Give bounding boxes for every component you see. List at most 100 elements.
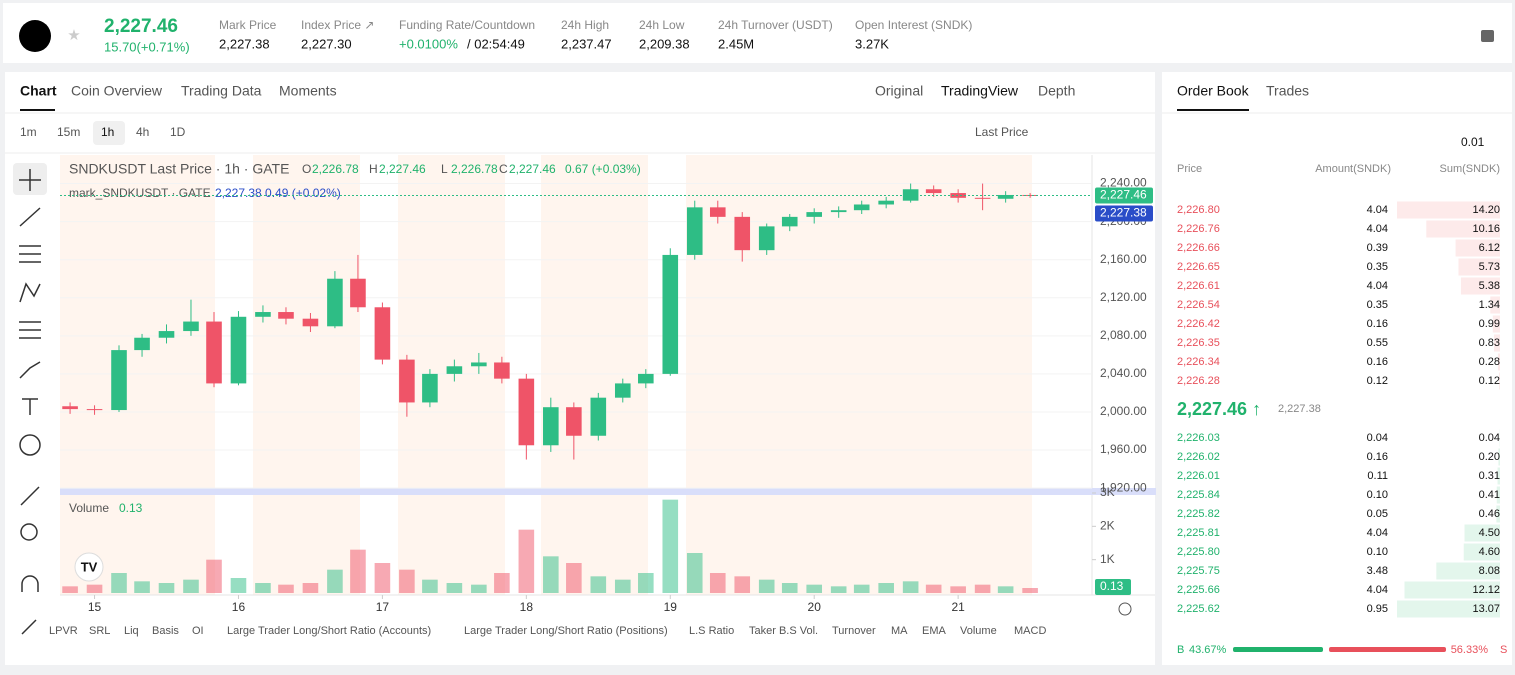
- session-band: [60, 155, 215, 595]
- candle-body: [471, 362, 487, 366]
- indicator-tab[interactable]: Large Trader Long/Short Ratio (Accounts): [227, 625, 431, 637]
- tab[interactable]: Coin Overview: [71, 83, 163, 99]
- book-tab[interactable]: Trades: [1266, 83, 1309, 99]
- buy-ratio: 43.67%: [1189, 644, 1227, 656]
- volume-label: Volume: [69, 501, 109, 515]
- book-price[interactable]: 2,226.65: [1177, 261, 1220, 273]
- book-price[interactable]: 2,226.61: [1177, 280, 1220, 292]
- tab[interactable]: Moments: [279, 83, 337, 99]
- indicator-tab[interactable]: Volume: [960, 625, 997, 637]
- legend-change: 0.67 (+0.03%): [565, 162, 641, 176]
- volume-bar: [159, 583, 175, 593]
- book-amount: 0.35: [1367, 299, 1388, 311]
- interval[interactable]: 1D: [170, 125, 186, 139]
- view-tab[interactable]: Original: [875, 83, 923, 99]
- volume-bar: [950, 586, 966, 593]
- interval[interactable]: 1h: [101, 125, 114, 139]
- book-amount: 4.04: [1367, 584, 1388, 596]
- book-price[interactable]: 2,225.81: [1177, 527, 1220, 539]
- volume-bar: [350, 550, 366, 593]
- book-price[interactable]: 2,226.42: [1177, 318, 1220, 330]
- book-price[interactable]: 2,226.01: [1177, 470, 1220, 482]
- interval[interactable]: 4h: [136, 125, 149, 139]
- book-price[interactable]: 2,226.35: [1177, 337, 1220, 349]
- book-price[interactable]: 2,226.76: [1177, 223, 1220, 235]
- x-tick-label: 21: [951, 600, 965, 614]
- stat-value: +0.0100%: [399, 36, 458, 51]
- book-sum: 1.34: [1479, 299, 1500, 311]
- indicator-tab[interactable]: Large Trader Long/Short Ratio (Positions…: [464, 625, 668, 637]
- candle-body: [327, 279, 343, 327]
- book-sum: 0.20: [1479, 451, 1500, 463]
- book-price[interactable]: 2,226.66: [1177, 242, 1220, 254]
- indicator-tab[interactable]: Taker B.S Vol.: [749, 625, 818, 637]
- book-price[interactable]: 2,225.80: [1177, 546, 1220, 558]
- tab[interactable]: Chart: [20, 83, 57, 99]
- volume-bar: [471, 585, 487, 593]
- indicator-tab[interactable]: OI: [192, 625, 204, 637]
- volume-bar: [687, 553, 703, 593]
- indicator-tab[interactable]: Basis: [152, 625, 179, 637]
- price-type-select[interactable]: Last Price: [975, 125, 1029, 139]
- ohlc-value: 2,226.78: [451, 162, 498, 176]
- indicator-tab[interactable]: L.S Ratio: [689, 625, 734, 637]
- tab[interactable]: Trading Data: [181, 83, 262, 99]
- indicator-tab[interactable]: SRL: [89, 625, 110, 637]
- book-price[interactable]: 2,225.82: [1177, 508, 1220, 520]
- book-amount: 0.10: [1367, 489, 1388, 501]
- indicator-tab[interactable]: EMA: [922, 625, 947, 637]
- pane-separator[interactable]: [60, 488, 1156, 495]
- indicator-tab[interactable]: LPVR: [49, 625, 78, 637]
- stat-value: 2,209.38: [639, 36, 690, 51]
- candle-body: [399, 360, 415, 403]
- x-tick-label: 19: [664, 600, 678, 614]
- book-price[interactable]: 2,225.66: [1177, 584, 1220, 596]
- book-sum: 0.04: [1479, 432, 1500, 444]
- book-price[interactable]: 2,226.80: [1177, 204, 1220, 216]
- volume-bar: [422, 580, 438, 593]
- volume-bar: [399, 570, 415, 593]
- candle-body: [687, 207, 703, 255]
- book-sum: 0.46: [1479, 508, 1500, 520]
- volume-bar: [615, 580, 631, 593]
- book-sum: 0.28: [1479, 356, 1500, 368]
- stat-value: 2,227.30: [301, 36, 352, 51]
- book-price[interactable]: 2,225.84: [1177, 489, 1220, 501]
- favorite-star[interactable]: ★: [67, 27, 80, 44]
- view-tab[interactable]: TradingView: [941, 83, 1019, 99]
- volume-bar: [975, 585, 991, 593]
- book-price[interactable]: 2,225.62: [1177, 603, 1220, 615]
- indicator-tab[interactable]: MA: [891, 625, 908, 637]
- interval[interactable]: 15m: [57, 125, 80, 139]
- book-amount: 4.04: [1367, 280, 1388, 292]
- volume-bar: [375, 563, 391, 593]
- book-price[interactable]: 2,226.54: [1177, 299, 1220, 311]
- sell-key: S: [1500, 644, 1507, 656]
- stat-label: 24h Turnover (USDT): [718, 18, 833, 32]
- settings-icon[interactable]: [1481, 30, 1494, 42]
- book-price[interactable]: 2,226.28: [1177, 375, 1220, 387]
- book-price[interactable]: 2,226.34: [1177, 356, 1220, 368]
- volume-bar: [903, 581, 919, 593]
- candle-body: [375, 307, 391, 359]
- book-price[interactable]: 2,226.03: [1177, 432, 1220, 444]
- indicator-tab[interactable]: Turnover: [832, 625, 876, 637]
- book-price[interactable]: 2,226.02: [1177, 451, 1220, 463]
- indicator-tab[interactable]: Liq: [124, 625, 139, 637]
- stat-label: Funding Rate/Countdown: [399, 18, 535, 32]
- view-tab[interactable]: Depth: [1038, 83, 1075, 99]
- last-price-tag-label: 2,227.46: [1100, 188, 1147, 202]
- precision-select[interactable]: 0.01: [1461, 135, 1485, 149]
- book-sum: 14.20: [1472, 204, 1500, 216]
- interval[interactable]: 1m: [20, 125, 37, 139]
- indicator-tab[interactable]: MACD: [1014, 625, 1046, 637]
- volume-bar: [447, 583, 463, 593]
- book-amount: 0.39: [1367, 242, 1388, 254]
- candle-body: [662, 255, 678, 374]
- volume-bar: [231, 578, 247, 593]
- book-amount: 0.16: [1367, 356, 1388, 368]
- book-tab[interactable]: Order Book: [1177, 83, 1250, 99]
- book-price[interactable]: 2,225.75: [1177, 565, 1220, 577]
